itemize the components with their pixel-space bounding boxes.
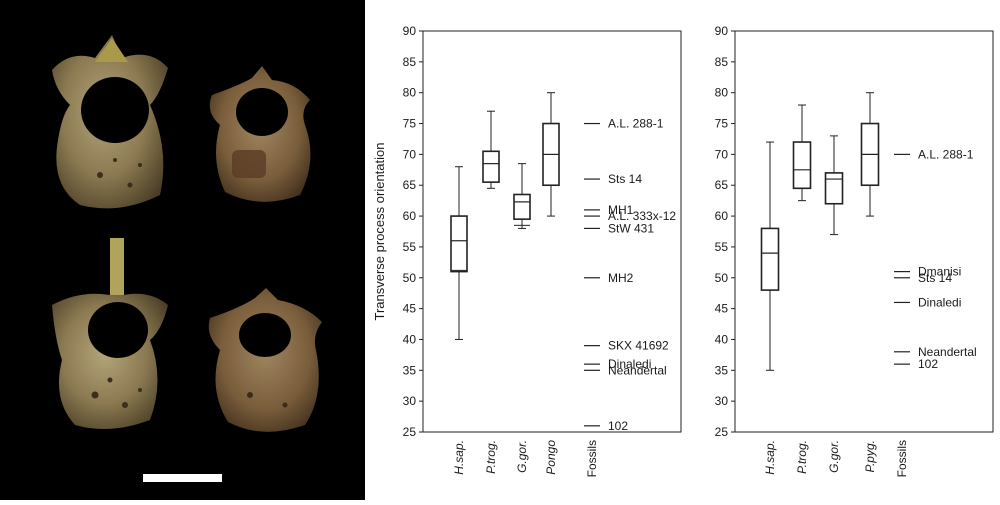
- box-plot-left-svg: 25 30 35 40 45 50 55 60 65 70 75 80 85 90 Transverse p…: [372, 24, 682, 477]
- y-tick-label: 80: [715, 86, 729, 100]
- fossil-label: A.L. 288-1: [918, 147, 974, 161]
- box-plot-right: 25 30 35 40 45 50 55 60 65 70 75 80 85 90 H.sap. P.trog…: [690, 0, 1000, 505]
- category-label: Fossils: [895, 440, 909, 477]
- y-tick-label: 45: [403, 302, 417, 316]
- y-tick-label: 55: [715, 240, 729, 254]
- box-iqr: [450, 215, 468, 273]
- y-tick-label: 30: [403, 394, 417, 408]
- y-tick-label: 70: [403, 147, 417, 161]
- scale-bar: [143, 474, 222, 482]
- box-iqr: [482, 150, 500, 183]
- box-iqr: [792, 141, 812, 190]
- y-tick-label: 35: [403, 363, 417, 377]
- y-tick-label: 40: [403, 332, 417, 346]
- y-axis-label: Transverse process orientation: [372, 143, 387, 321]
- fossil-label: MH2: [608, 271, 634, 285]
- category-label: P.trog.: [484, 440, 498, 474]
- category-label: G.gor.: [515, 440, 529, 473]
- y-tick-label: 80: [403, 86, 417, 100]
- box-iqr: [824, 172, 844, 205]
- y-tick-label: 50: [715, 271, 729, 285]
- y-tick-label: 85: [403, 55, 417, 69]
- y-tick-label: 90: [715, 24, 729, 38]
- vertebra-top-right: [209, 66, 311, 202]
- category-label: H.sap.: [452, 440, 466, 475]
- y-tick-label: 60: [715, 209, 729, 223]
- y-tick-label: 45: [715, 302, 729, 316]
- vertebra-top-left: [52, 35, 168, 209]
- fossil-label: Dinaledi: [608, 357, 651, 371]
- category-label: P.trog.: [795, 440, 809, 474]
- y-tick-label: 50: [403, 271, 417, 285]
- category-label: Fossils: [585, 440, 599, 477]
- box-hsap: [450, 166, 468, 340]
- category-label: G.gor.: [827, 440, 841, 473]
- y-tick-label: 35: [715, 363, 729, 377]
- fossil-label: Neandertal: [608, 363, 667, 377]
- fossil-label: A.L. 333x-12: [608, 209, 676, 223]
- box-hsap: [760, 141, 780, 371]
- y-tick-label: 55: [403, 240, 417, 254]
- y-tick-label: 30: [715, 394, 729, 408]
- vertebrae-photo-panel: [0, 0, 365, 500]
- box-ptrog: [792, 104, 812, 202]
- category-label: P.pyg.: [863, 440, 877, 472]
- box-plot-right-svg: 25 30 35 40 45 50 55 60 65 70 75 80 85 90 H.sap. P.trog…: [715, 24, 994, 477]
- box-pongo: [542, 92, 560, 217]
- vertebra-bottom-right: [208, 288, 322, 432]
- y-tick-label: 25: [715, 425, 729, 439]
- fossil-label: Dmanisi: [918, 265, 961, 279]
- fossil-label: MH1: [608, 203, 634, 217]
- box-ptrog: [482, 110, 500, 189]
- fossil-label: 102: [918, 357, 938, 371]
- plot-frame: [734, 30, 994, 433]
- fossil-label: A.L. 288-1: [608, 117, 664, 131]
- y-tick-label: 40: [715, 332, 729, 346]
- fossil-label: Neandertal: [918, 345, 977, 359]
- box-iqr: [760, 227, 780, 291]
- category-label: Pongo: [544, 440, 558, 475]
- fossil-label: SKX 41692: [608, 339, 669, 353]
- box-plot-left: 25 30 35 40 45 50 55 60 65 70 75 80 85 90 Transverse p…: [365, 0, 690, 505]
- y-tick-label: 65: [715, 178, 729, 192]
- fossil-label: Sts 14: [918, 271, 952, 285]
- plot-frame: [422, 30, 682, 433]
- fossil-label: 102: [608, 419, 628, 433]
- box-ggor: [513, 163, 531, 229]
- box-iqr: [513, 193, 531, 220]
- box-ggor: [824, 135, 844, 236]
- y-tick-label: 65: [403, 178, 417, 192]
- fossil-label: Sts 14: [608, 172, 642, 186]
- y-tick-label: 75: [403, 117, 417, 131]
- fossil-label: Dinaledi: [918, 295, 961, 309]
- y-tick-label: 70: [715, 147, 729, 161]
- box-ppyg: [860, 92, 880, 217]
- category-label: H.sap.: [763, 440, 777, 475]
- y-tick-label: 85: [715, 55, 729, 69]
- vertebra-bottom-left: [52, 238, 168, 429]
- y-tick-label: 90: [403, 24, 417, 38]
- y-tick-label: 75: [715, 117, 729, 131]
- y-tick-label: 60: [403, 209, 417, 223]
- vertebrae-photograph: [52, 35, 322, 482]
- fossil-label: StW 431: [608, 221, 654, 235]
- y-tick-label: 25: [403, 425, 417, 439]
